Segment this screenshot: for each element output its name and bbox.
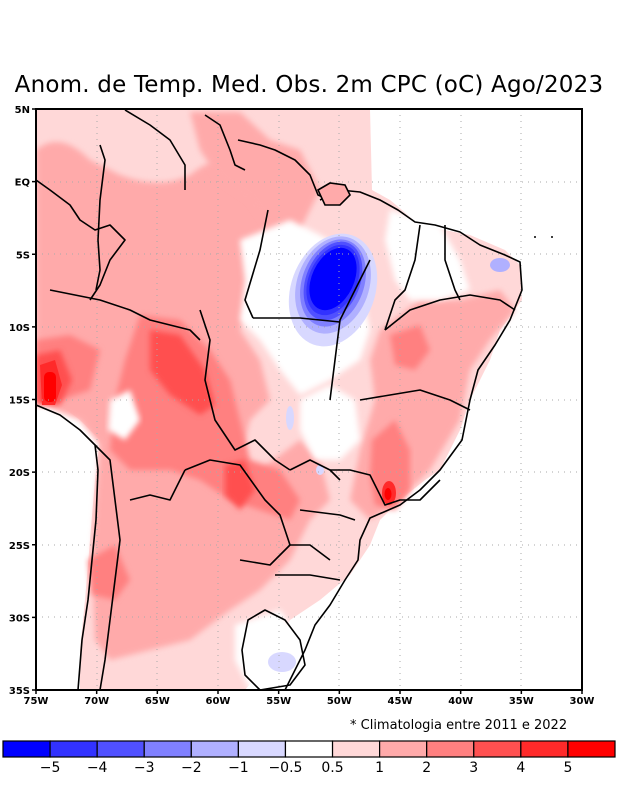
field-cold-rn — [490, 258, 510, 272]
colorbar-swatch — [96, 740, 145, 758]
field-level-2-ba — [390, 325, 430, 370]
colorbar-swatch — [473, 740, 522, 758]
field-level-1-north — [190, 112, 320, 230]
colorbar-label: 1 — [375, 760, 384, 776]
border-argentina-brazil — [290, 544, 331, 561]
lon-axis: 75W 70W 65W 60W 55W 50W 45W 40W 35W 30W — [24, 690, 595, 707]
field-level-3-ms — [225, 460, 255, 510]
island-fernando — [534, 236, 536, 238]
border-bolivia-argentina — [129, 469, 186, 501]
colorbar-label: −1 — [228, 760, 249, 776]
colorbar-swatch — [237, 740, 287, 758]
colorbar-swatch — [567, 740, 616, 758]
colorbar-label: 3 — [469, 760, 478, 776]
border-chile-argentina — [94, 444, 121, 690]
colorbar-swatch — [49, 740, 98, 758]
climatology-note: * Climatologia entre 2011 e 2022 — [350, 718, 568, 733]
border-colombia-brazil — [95, 144, 106, 291]
colorbar-swatch — [2, 740, 51, 758]
colorbar-swatch — [520, 740, 569, 758]
colorbar-label: 4 — [516, 760, 525, 776]
lon-tick-label: 45W — [388, 696, 413, 707]
colorbar-label: −3 — [134, 760, 155, 776]
lat-tick-label: 35S — [9, 686, 30, 697]
colorbar-swatch — [426, 740, 475, 758]
colorbar-label: 0.5 — [321, 760, 343, 776]
field-level-2-arg — [88, 545, 130, 600]
colorbar-label: 5 — [563, 760, 572, 776]
lat-tick-label: 5S — [16, 250, 30, 261]
border-ma-pi — [384, 224, 421, 331]
colorbar-swatch — [143, 740, 192, 758]
lon-tick-label: 30W — [570, 696, 595, 707]
coastline-atlantic — [284, 189, 523, 690]
border-ba — [384, 294, 516, 331]
colorbar-label: −2 — [181, 760, 202, 776]
field-level-neg-5 — [309, 247, 357, 311]
lon-tick-label: 40W — [448, 696, 473, 707]
field-level-5-sp — [384, 488, 392, 500]
grid-lines — [36, 109, 582, 690]
lon-tick-label: 35W — [509, 696, 534, 707]
lon-tick-label: 55W — [266, 696, 291, 707]
coastline-amazon-north — [237, 139, 331, 201]
anomaly-field — [36, 109, 582, 690]
border-mg-sp — [330, 469, 441, 506]
border-venezuela-colombia — [36, 179, 126, 301]
field-cold-rs — [268, 652, 296, 672]
border-go-ms — [289, 459, 341, 481]
lon-tick-label: 65W — [145, 696, 170, 707]
field-neutral-pantanal — [108, 390, 140, 440]
lat-tick-label: 10S — [9, 323, 30, 334]
border-venezuela-brazil — [124, 109, 186, 190]
lat-tick-label: 20S — [9, 468, 30, 479]
colorbar-label: 2 — [422, 760, 431, 776]
colorbar-label: −5 — [40, 760, 61, 776]
border-ba-mg — [359, 389, 471, 411]
lat-tick-label: 25S — [9, 541, 30, 552]
border-uruguay — [241, 609, 306, 690]
colorbar-swatch — [190, 740, 239, 758]
border-bolivia — [199, 309, 291, 471]
border-pa-mt — [253, 317, 341, 323]
border-pr-sc — [299, 509, 356, 521]
border-paraguay — [184, 459, 291, 566]
field-neutral-ne — [385, 210, 470, 300]
border-guyana — [204, 114, 246, 171]
border-am-pa — [244, 209, 269, 319]
field-level-3-central — [150, 330, 215, 415]
colorbar-swatch — [379, 740, 428, 758]
lon-tick-label: 50W — [327, 696, 352, 707]
border-sc-rs — [275, 574, 341, 581]
lat-tick-label: 15S — [9, 396, 30, 407]
lon-tick-label: 75W — [24, 696, 49, 707]
colorbar: −5 −4 −3 −2 −1 −0.5 0.5 1 2 3 4 5 — [2, 740, 616, 776]
island-rocas — [551, 236, 553, 238]
field-cold-go — [286, 406, 294, 430]
colorbar-swatch — [284, 740, 334, 758]
colorbar-swatch — [331, 740, 381, 758]
lon-tick-label: 60W — [206, 696, 231, 707]
borders — [36, 109, 523, 690]
lat-tick-label: EQ — [15, 178, 30, 189]
lon-tick-label: 70W — [84, 696, 109, 707]
border-peru-brazil — [49, 289, 201, 341]
field-level-5 — [44, 372, 56, 402]
border-pi-ce — [444, 225, 461, 301]
island-marajo — [316, 182, 351, 206]
border-to-ma — [329, 259, 371, 401]
lat-tick-label: 30S — [9, 613, 30, 624]
colorbar-label: −4 — [87, 760, 108, 776]
lat-tick-label: 5N — [15, 105, 30, 116]
field-neutral-mid — [300, 385, 360, 460]
map-title: Anom. de Temp. Med. Obs. 2m CPC (oC) Ago… — [14, 72, 604, 98]
lat-axis: 5N EQ 5S 10S 15S 20S 25S 30S 35S — [9, 105, 36, 697]
coastline-pacific — [36, 404, 99, 690]
colorbar-label: −0.5 — [268, 760, 302, 776]
